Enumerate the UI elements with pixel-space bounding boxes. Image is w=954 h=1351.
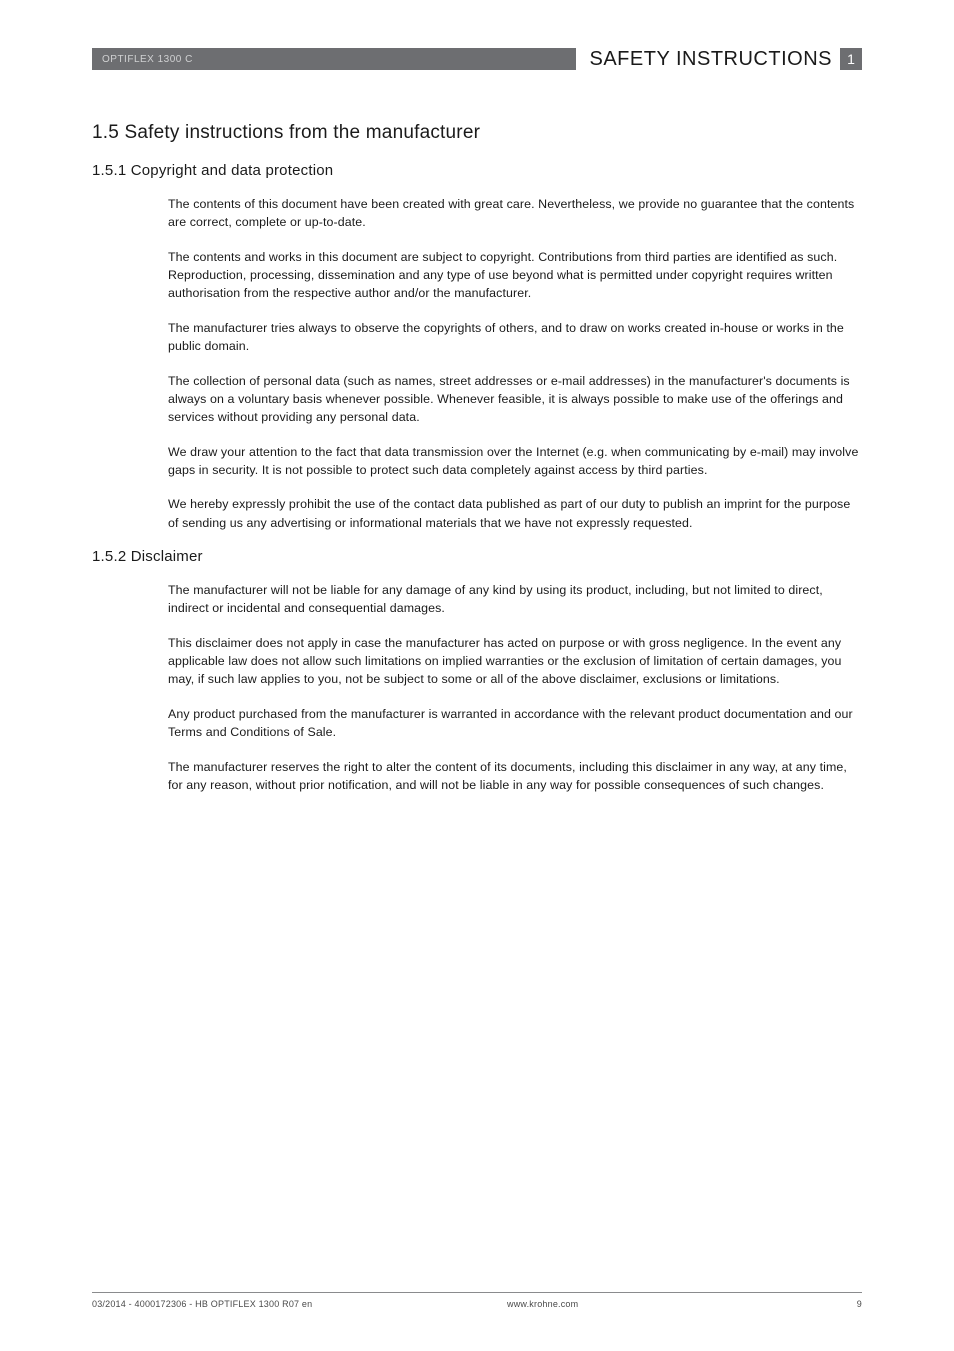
paragraph: The manufacturer tries always to observe…: [168, 319, 862, 356]
paragraph: The collection of personal data (such as…: [168, 372, 862, 427]
subsection-1-body: The contents of this document have been …: [92, 195, 862, 532]
paragraph: This disclaimer does not apply in case t…: [168, 634, 862, 689]
page-header: OPTIFLEX 1300 C SAFETY INSTRUCTIONS 1: [92, 48, 862, 70]
section-heading: 1.5 Safety instructions from the manufac…: [92, 122, 862, 144]
paragraph: The contents of this document have been …: [168, 195, 862, 232]
section-title: SAFETY INSTRUCTIONS: [590, 48, 833, 71]
paragraph: The manufacturer reserves the right to a…: [168, 758, 862, 795]
header-section: SAFETY INSTRUCTIONS 1: [576, 48, 863, 70]
paragraph: The manufacturer will not be liable for …: [168, 581, 862, 618]
paragraph: We hereby expressly prohibit the use of …: [168, 495, 862, 532]
paragraph: We draw your attention to the fact that …: [168, 443, 862, 480]
page-footer: 03/2014 - 4000172306 - HB OPTIFLEX 1300 …: [92, 1292, 862, 1309]
subsection-2-body: The manufacturer will not be liable for …: [92, 581, 862, 794]
footer-doc-id: 03/2014 - 4000172306 - HB OPTIFLEX 1300 …: [92, 1299, 417, 1309]
section-number-box: 1: [840, 48, 862, 70]
product-name: OPTIFLEX 1300 C: [102, 54, 193, 65]
footer-page-number: 9: [832, 1299, 862, 1309]
paragraph: The contents and works in this document …: [168, 248, 862, 303]
subsection-2-heading: 1.5.2 Disclaimer: [92, 548, 862, 565]
header-product-bar: OPTIFLEX 1300 C: [92, 48, 576, 70]
content-area: 1.5 Safety instructions from the manufac…: [92, 122, 862, 810]
footer-url: www.krohne.com: [417, 1299, 832, 1309]
paragraph: Any product purchased from the manufactu…: [168, 705, 862, 742]
subsection-1-heading: 1.5.1 Copyright and data protection: [92, 162, 862, 179]
